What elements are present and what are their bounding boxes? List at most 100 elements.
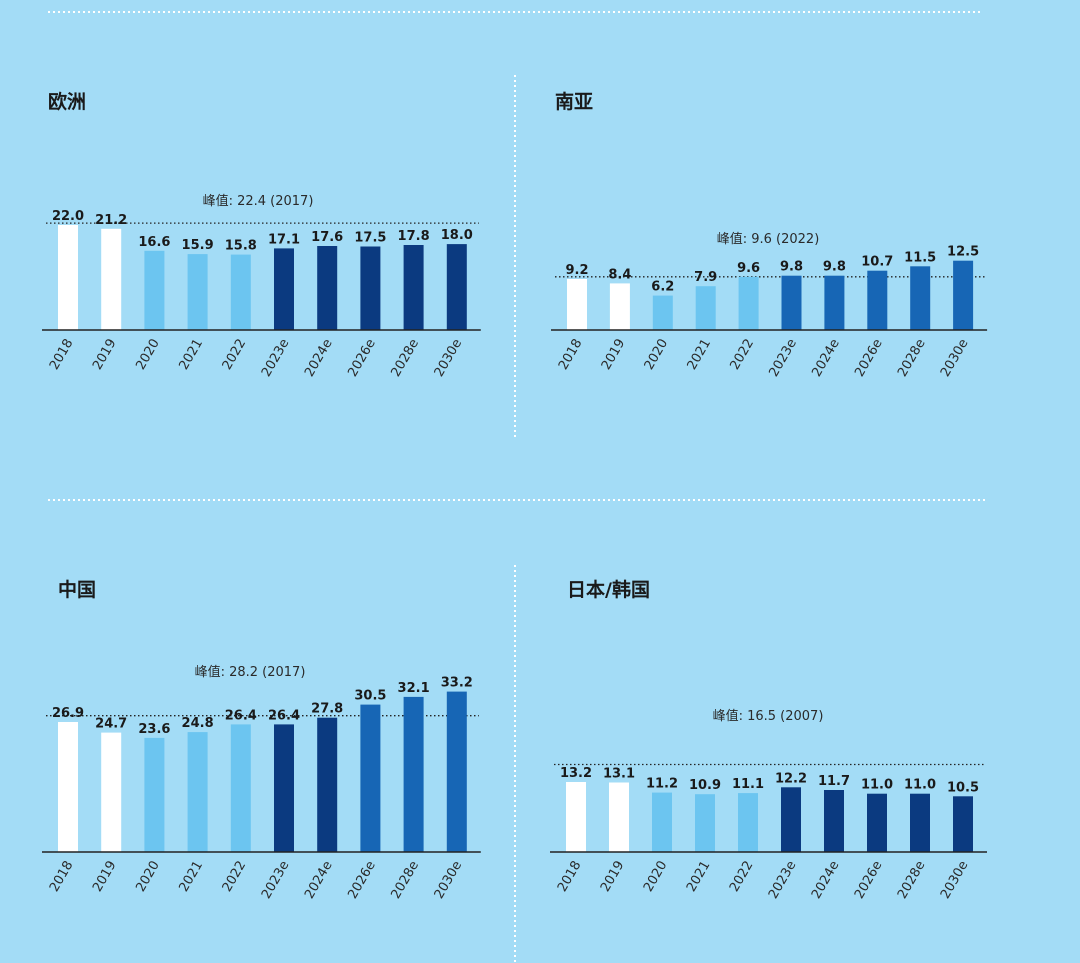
bar-2018 — [567, 279, 587, 330]
bar-2019 — [609, 283, 630, 330]
x-tick-label: 2030e — [938, 337, 972, 380]
x-tick-label: 2030e — [938, 859, 972, 902]
bar-2028e — [910, 793, 930, 852]
bar-2021 — [187, 254, 208, 330]
bar-2020 — [144, 250, 165, 330]
x-tick-label: 2019 — [599, 337, 629, 373]
data-label: 24.7 — [95, 717, 127, 732]
data-label: 12.2 — [775, 771, 807, 786]
chart-title: 日本/韩国 — [567, 578, 650, 601]
bar-2019 — [101, 228, 122, 330]
chart-title: 南亚 — [555, 91, 593, 113]
bar-2030e — [953, 796, 973, 852]
data-label: 17.1 — [268, 232, 300, 247]
data-label: 6.2 — [651, 280, 674, 295]
x-tick-label: 2020 — [133, 337, 163, 373]
data-label: 12.5 — [947, 245, 979, 260]
bar-2019 — [609, 782, 629, 852]
data-label: 7.9 — [694, 270, 717, 285]
x-tick-label: 2026e — [345, 859, 379, 902]
bar-2024e — [317, 246, 338, 330]
x-tick-label: 2024e — [302, 859, 336, 902]
x-tick-label: 2020 — [133, 859, 163, 895]
x-tick-label: 2021 — [684, 859, 714, 895]
bar-2018 — [58, 225, 78, 330]
x-tick-label: 2021 — [177, 337, 207, 373]
bar-2022 — [230, 724, 251, 852]
x-tick-label: 2026e — [345, 337, 379, 380]
x-tick-label: 2024e — [809, 859, 843, 902]
bar-2022 — [738, 793, 758, 852]
bar-2023e — [274, 248, 294, 330]
bar-2020 — [144, 737, 165, 852]
data-label: 26.4 — [225, 708, 257, 723]
data-label: 11.2 — [646, 777, 678, 792]
x-tick-label: 2022 — [220, 337, 250, 373]
data-label: 24.8 — [182, 716, 214, 731]
x-tick-label: 2026e — [852, 337, 886, 380]
bar-2030e — [953, 260, 974, 330]
data-label: 13.2 — [560, 766, 592, 781]
bar-2023e — [781, 787, 801, 852]
x-tick-label: 2019 — [598, 859, 628, 895]
x-tick-label: 2026e — [852, 859, 886, 902]
bar-2030e — [446, 244, 467, 330]
data-label: 10.9 — [689, 778, 721, 793]
data-label: 23.6 — [138, 722, 170, 737]
bar-2024e — [824, 275, 845, 330]
data-label: 9.6 — [737, 261, 760, 276]
bar-2028e — [403, 245, 424, 330]
x-tick-label: 2021 — [177, 859, 207, 895]
peak-label: 峰值: 22.4 (2017) — [203, 193, 314, 209]
data-label: 18.0 — [441, 228, 473, 243]
data-label: 10.5 — [947, 780, 979, 795]
data-label: 11.1 — [732, 777, 764, 792]
bar-2020 — [652, 295, 673, 330]
data-label: 17.5 — [354, 231, 386, 246]
x-tick-label: 2019 — [90, 859, 120, 895]
data-label: 9.8 — [823, 260, 846, 275]
x-tick-label: 2024e — [809, 337, 843, 380]
x-tick-label: 2018 — [47, 859, 77, 895]
x-tick-label: 2018 — [47, 337, 77, 373]
data-label: 26.9 — [52, 706, 84, 721]
data-label: 13.1 — [603, 767, 635, 782]
x-tick-label: 2019 — [90, 337, 120, 373]
bar-2024e — [317, 717, 338, 852]
x-tick-label: 2022 — [728, 337, 758, 373]
data-label: 16.6 — [138, 235, 170, 250]
bar-2026e — [360, 704, 381, 852]
data-label: 9.8 — [780, 260, 803, 275]
data-label: 15.8 — [225, 239, 257, 254]
data-label: 21.2 — [95, 213, 127, 228]
data-label: 22.0 — [52, 209, 84, 224]
x-tick-label: 2020 — [641, 859, 671, 895]
data-label: 32.1 — [398, 681, 430, 696]
data-label: 17.6 — [311, 230, 343, 245]
chart-japan-korea: 日本/韩国 峰值: 16.5 (2007) 13.2 2018 13.1 2019 11… — [550, 578, 987, 902]
x-tick-label: 2022 — [727, 859, 757, 895]
bar-2018 — [58, 722, 78, 852]
data-label: 11.7 — [818, 774, 850, 789]
data-label: 9.2 — [565, 263, 588, 278]
x-tick-label: 2028e — [895, 337, 929, 380]
data-label: 27.8 — [311, 702, 343, 717]
x-tick-label: 2018 — [556, 337, 586, 373]
data-label: 26.4 — [268, 708, 300, 723]
chart-title: 欧洲 — [48, 90, 86, 113]
chart-title: 中国 — [58, 578, 96, 601]
x-tick-label: 2020 — [642, 337, 672, 373]
bar-2026e — [360, 246, 381, 330]
data-label: 33.2 — [441, 676, 473, 691]
bar-2028e — [910, 266, 931, 331]
x-tick-label: 2030e — [432, 859, 466, 902]
bar-2028e — [403, 696, 424, 852]
peak-label: 峰值: 28.2 (2017) — [195, 664, 306, 680]
data-label: 17.8 — [398, 229, 430, 244]
x-tick-label: 2028e — [389, 859, 423, 902]
x-tick-label: 2028e — [895, 859, 929, 902]
bar-2024e — [824, 790, 844, 852]
peak-label: 峰值: 16.5 (2007) — [713, 708, 824, 724]
bar-2030e — [446, 691, 467, 852]
